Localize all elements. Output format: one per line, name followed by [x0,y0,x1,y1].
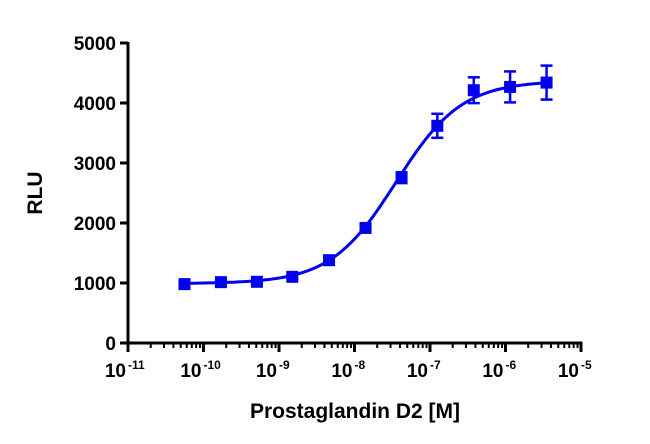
x-tick-exponent: -10 [204,358,222,372]
x-tick-label: 10 [407,361,428,382]
x-tick-exponent: -6 [506,358,517,372]
x-tick-label: 10 [482,361,503,382]
data-point [214,276,227,289]
data-points [178,64,553,291]
y-tick-label: 5000 [74,34,116,55]
y-axis-label: RLU [24,171,47,214]
data-point [286,270,299,283]
x-tick-label: 10 [558,361,579,382]
x-tick-exponent: -9 [279,358,290,372]
x-tick-exponent: -8 [355,358,366,372]
data-point [359,221,372,234]
y-tick-label: 4000 [74,94,116,115]
data-point [395,171,408,184]
fit-curve [184,81,547,285]
data-point [504,80,517,93]
y-tick-label: 3000 [74,154,116,175]
x-tick-label: 10 [331,361,352,382]
data-point [178,278,191,291]
y-tick-label: 1000 [74,274,116,295]
x-tick-exponent: -11 [128,358,145,372]
y-tick-label: 0 [105,334,116,355]
y-tick-label: 2000 [74,214,116,235]
x-tick-label: 10 [256,361,277,382]
x-tick-label: 10 [180,361,201,382]
x-tick-exponent: -5 [581,358,592,372]
x-tick-label: 10 [105,361,126,382]
data-point [467,84,480,97]
data-point [540,76,553,89]
x-tick-exponent: -7 [430,358,441,372]
data-point [250,275,263,288]
x-axis-label: Prostaglandin D2 [M] [250,400,460,423]
data-point [431,119,444,132]
data-point [323,254,336,267]
fit-curve-group [184,81,547,285]
